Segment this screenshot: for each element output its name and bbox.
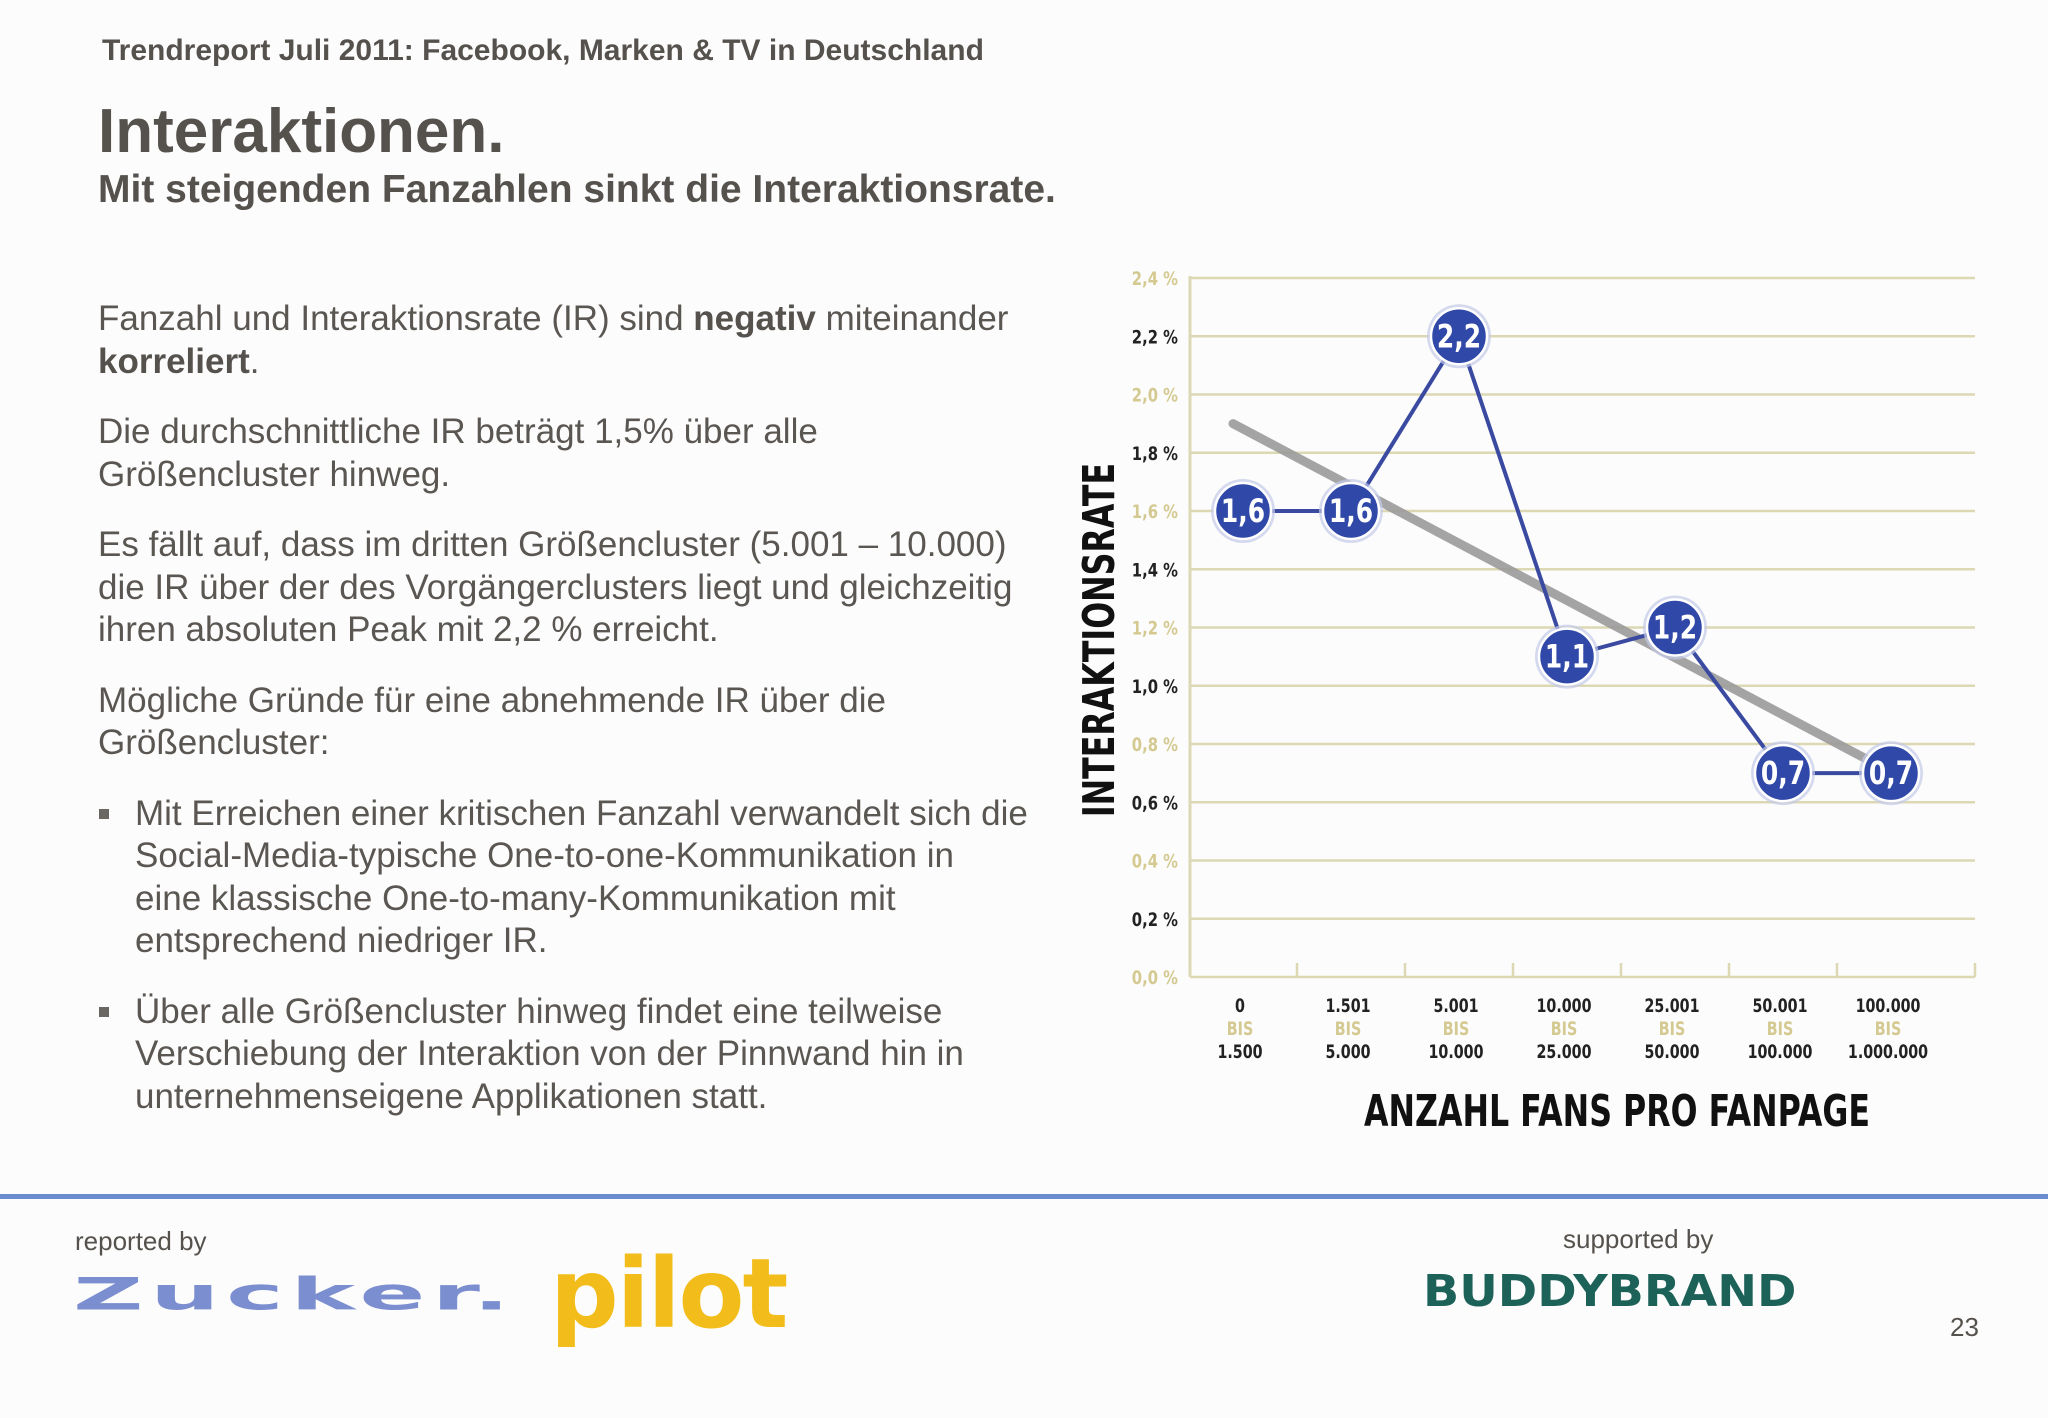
data-label: 1,1 bbox=[1545, 638, 1589, 676]
data-point: 1,6 bbox=[1319, 479, 1383, 543]
series-line bbox=[1243, 331, 1891, 776]
page-number: 23 bbox=[1950, 1312, 1979, 1342]
reasons-list: Mit Erreichen einer kritischen Fanzahl v… bbox=[98, 793, 1028, 1119]
data-point: 2,2 bbox=[1427, 304, 1491, 369]
paragraph-correlation: Fanzahl und Interaktionsrate (IR) sind n… bbox=[98, 298, 1028, 383]
x-tick-sep: BIS bbox=[1551, 1017, 1577, 1040]
data-label: 0,7 bbox=[1869, 754, 1913, 792]
data-point: 1,1 bbox=[1535, 624, 1599, 689]
emphasis-negativ: negativ bbox=[693, 299, 816, 338]
bullet-square-icon bbox=[99, 808, 109, 819]
x-tick-sep: BIS bbox=[1875, 1017, 1901, 1040]
text-span: . bbox=[249, 341, 260, 381]
data-point: 0,7 bbox=[1751, 741, 1815, 806]
bullet-square-icon bbox=[99, 1006, 109, 1017]
data-markers: 1,6 1,6 2,2 1,1 1,2 0,7 0,7 bbox=[1211, 304, 1923, 806]
data-point-marker bbox=[1321, 481, 1381, 541]
pilot-logo: pilot bbox=[550, 1238, 788, 1350]
buddybrand-logo: BUDDYBRAND bbox=[1423, 1266, 1797, 1317]
x-tick-label: 25.001 bbox=[1645, 994, 1700, 1017]
y-tick-label: 1,2 % bbox=[1132, 618, 1178, 640]
paragraph-average: Die durchschnittliche IR beträgt 1,5% üb… bbox=[98, 412, 818, 494]
list-item-text: Mit Erreichen einer kritischen Fanzahl v… bbox=[135, 793, 1028, 961]
x-tick-label: 1.501 bbox=[1325, 994, 1370, 1017]
x-tick-label: 0 bbox=[1235, 994, 1245, 1017]
data-point-marker bbox=[1645, 598, 1705, 657]
list-item: Über alle Größencluster hinweg findet ei… bbox=[98, 991, 1028, 1119]
data-label: 0,7 bbox=[1761, 754, 1805, 792]
y-tick-label: 2,4 % bbox=[1132, 268, 1178, 290]
x-tick-label: 10.000 bbox=[1429, 1040, 1484, 1063]
x-tick-sep: BIS bbox=[1227, 1017, 1253, 1040]
x-tick-sep: BIS bbox=[1335, 1017, 1361, 1040]
data-label: 1,6 bbox=[1221, 492, 1265, 530]
x-tick-label: 5.000 bbox=[1325, 1040, 1370, 1063]
y-axis-ticks: 0,0 % 0,2 % 0,4 % 0,6 % 0,8 % 1,0 % 1,2 % 1,4 %… bbox=[1132, 268, 1178, 989]
y-tick-label: 1,6 % bbox=[1132, 501, 1178, 523]
x-tick-label: 100.000 bbox=[1856, 994, 1921, 1017]
reported-by-label: reported by bbox=[75, 1226, 207, 1256]
report-header: Trendreport Juli 2011: Facebook, Marken … bbox=[102, 34, 984, 67]
supported-by-label: supported by bbox=[1563, 1224, 1714, 1254]
y-tick-label: 0,2 % bbox=[1132, 909, 1178, 931]
list-item: Mit Erreichen einer kritischen Fanzahl v… bbox=[98, 793, 1028, 963]
x-axis-label: ANZAHL FANS PRO FANPAGE bbox=[1364, 1086, 1870, 1138]
y-tick-label: 1,4 % bbox=[1132, 560, 1178, 582]
slide-title: Interaktionen. bbox=[98, 97, 505, 166]
data-point-marker bbox=[1429, 307, 1489, 366]
data-label: 1,6 bbox=[1329, 492, 1373, 530]
x-tick-label: 5.001 bbox=[1433, 994, 1478, 1017]
x-tick-label: 50.001 bbox=[1753, 994, 1808, 1017]
x-tick-label: 25.000 bbox=[1537, 1040, 1592, 1063]
y-axis-label: INTERAKTIONSRATE bbox=[1074, 463, 1126, 817]
x-tick-label: 100.000 bbox=[1748, 1040, 1813, 1063]
zucker-logo: Zucker. bbox=[73, 1268, 517, 1321]
interaction-rate-chart: 0,0 % 0,2 % 0,4 % 0,6 % 0,8 % 1,0 % 1,2 % 1,4 %… bbox=[1074, 268, 1977, 1138]
x-tick-sep: BIS bbox=[1659, 1017, 1685, 1040]
x-tick-label: 50.000 bbox=[1645, 1040, 1700, 1063]
x-tick-sep: BIS bbox=[1443, 1017, 1469, 1040]
x-tick-label: 1.000.000 bbox=[1848, 1040, 1928, 1063]
y-tick-label: 0,8 % bbox=[1132, 734, 1178, 756]
data-point-marker bbox=[1213, 481, 1273, 541]
y-tick-label: 2,2 % bbox=[1132, 327, 1178, 349]
body-text: Fanzahl und Interaktionsrate (IR) sind n… bbox=[98, 298, 1028, 1146]
y-tick-label: 0,6 % bbox=[1132, 793, 1178, 815]
text-span: Fanzahl und Interaktionsrate (IR) sind bbox=[98, 299, 694, 338]
series-polyline bbox=[1243, 331, 1891, 776]
data-point: 1,2 bbox=[1643, 595, 1707, 660]
data-point-marker bbox=[1753, 743, 1813, 803]
paragraph-reasons: Mögliche Gründe für eine abnehmende IR ü… bbox=[98, 680, 886, 763]
data-point-marker bbox=[1537, 627, 1597, 686]
data-point: 1,6 bbox=[1211, 479, 1275, 543]
data-label: 2,2 bbox=[1437, 317, 1481, 355]
y-tick-label: 0,4 % bbox=[1132, 851, 1178, 873]
data-point-marker bbox=[1861, 743, 1921, 803]
data-point: 0,7 bbox=[1859, 741, 1923, 806]
x-tick-label: 1.500 bbox=[1217, 1040, 1262, 1063]
text-span: miteinander bbox=[815, 299, 1009, 338]
trend-line-path bbox=[1228, 419, 1876, 766]
y-tick-label: 1,8 % bbox=[1132, 443, 1178, 465]
y-tick-label: 1,0 % bbox=[1132, 676, 1178, 698]
list-item-text: Über alle Größencluster hinweg findet ei… bbox=[135, 991, 964, 1116]
data-label: 1,2 bbox=[1653, 608, 1697, 646]
paragraph-peak: Es fällt auf, dass im dritten Größenclus… bbox=[98, 525, 1013, 649]
x-tick-sep: BIS bbox=[1767, 1017, 1793, 1040]
trend-line bbox=[1228, 419, 1876, 766]
y-tick-label: 0,0 % bbox=[1132, 967, 1178, 989]
x-axis-ticks: 0BIS1.5001.501BIS5.0005.001BIS10.00010.0… bbox=[1217, 994, 1928, 1063]
slide-subtitle: Mit steigenden Fanzahlen sinkt die Inter… bbox=[98, 168, 1056, 211]
x-tick-label: 10.000 bbox=[1537, 994, 1592, 1017]
y-tick-label: 2,0 % bbox=[1132, 385, 1178, 407]
grid-lines bbox=[1188, 276, 1977, 979]
emphasis-korreliert: korreliert bbox=[98, 341, 250, 381]
footer-divider bbox=[0, 1194, 2048, 1199]
